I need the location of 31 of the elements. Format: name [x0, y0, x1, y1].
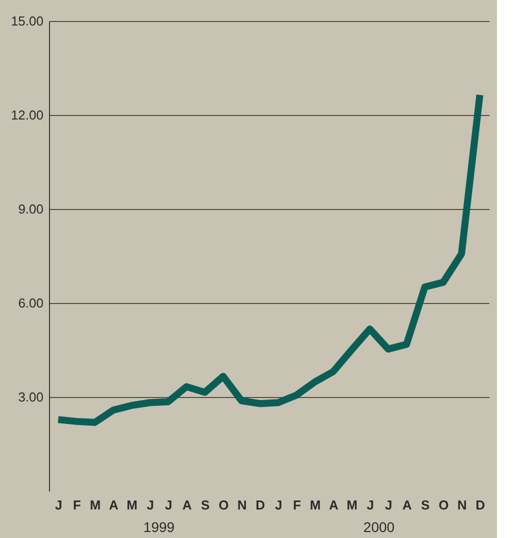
y-tick-label: 12.00 [10, 108, 44, 122]
text: 1999 [143, 519, 175, 535]
x-tick-label: J [146, 498, 154, 512]
x-tick-label: D [476, 498, 486, 512]
x-tick-label: J [275, 498, 282, 512]
y-tick-label: 9.00 [18, 202, 44, 216]
text: 2000 [363, 519, 395, 535]
x-tick-label: A [108, 498, 119, 512]
x-tick-label: J [165, 498, 172, 512]
x-tick-label: O [218, 498, 229, 512]
x-tick-label: D [256, 498, 266, 512]
y-tick-label: 3.00 [18, 390, 44, 404]
y-tick-label: 15.00 [10, 14, 44, 28]
x-tick-label: F [293, 498, 302, 512]
x-tick-label: F [73, 498, 82, 512]
x-tick-label: N [457, 498, 467, 512]
x-tick-label: J [366, 498, 374, 512]
x-tick-label: A [402, 498, 412, 512]
x-tick-label: S [200, 498, 210, 512]
x-tick-label: M [90, 498, 101, 512]
x-tick-label: M [310, 498, 321, 512]
x-tick-label: A [328, 498, 339, 512]
x-tick-label: S [420, 498, 430, 512]
y-tick-label: 6.00 [18, 296, 44, 310]
x-tick-label: O [438, 498, 449, 512]
x-tick-label: J [55, 498, 62, 512]
x-tick-label: N [237, 498, 247, 512]
x-tick-label: J [385, 498, 392, 512]
x-tick-label: M [346, 498, 358, 512]
x-tick-label: M [126, 498, 138, 512]
x-tick-label: A [182, 498, 192, 512]
